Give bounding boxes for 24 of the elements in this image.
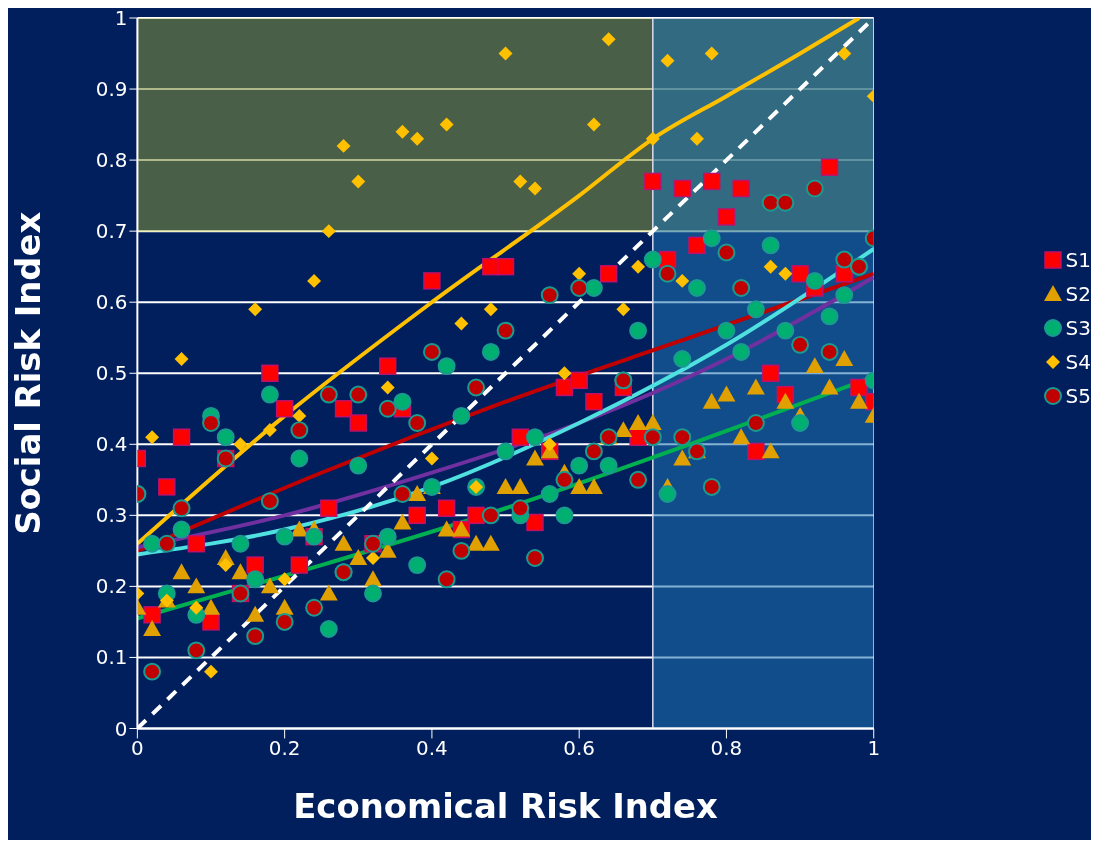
y-tick-label: 0.5 [95,362,128,386]
y-tick-label: 0.8 [95,149,128,173]
y-axis-title: Social Risk Index [8,211,48,535]
x-tick-label: 0.8 [710,736,743,760]
y-tick-label: 1 [114,7,128,31]
y-tick-label: 0.2 [95,575,128,599]
x-tick-label: 0 [131,736,144,760]
y-tick-label: 0.7 [95,220,128,244]
legend-label: S5 [1065,384,1091,408]
y-tick-label: 0.3 [95,504,128,528]
legend-label: S1 [1065,248,1091,272]
legend-label: S2 [1065,282,1091,306]
y-tick-label: 0.4 [95,433,128,457]
y-tick-label: 0.1 [95,646,128,670]
y-tick-label: 0.6 [95,291,128,315]
legend-label: S4 [1065,350,1091,374]
y-tick-label: 0 [114,717,128,741]
y-tick-label: 0.9 [95,78,128,102]
x-tick-label: 0.2 [268,736,301,760]
x-axis-title: Economical Risk Index [293,787,718,827]
x-tick-label: 1 [867,736,881,760]
x-tick-label: 0.6 [563,736,595,760]
legend-label: S3 [1065,316,1091,340]
x-tick-label: 0.4 [416,736,448,760]
